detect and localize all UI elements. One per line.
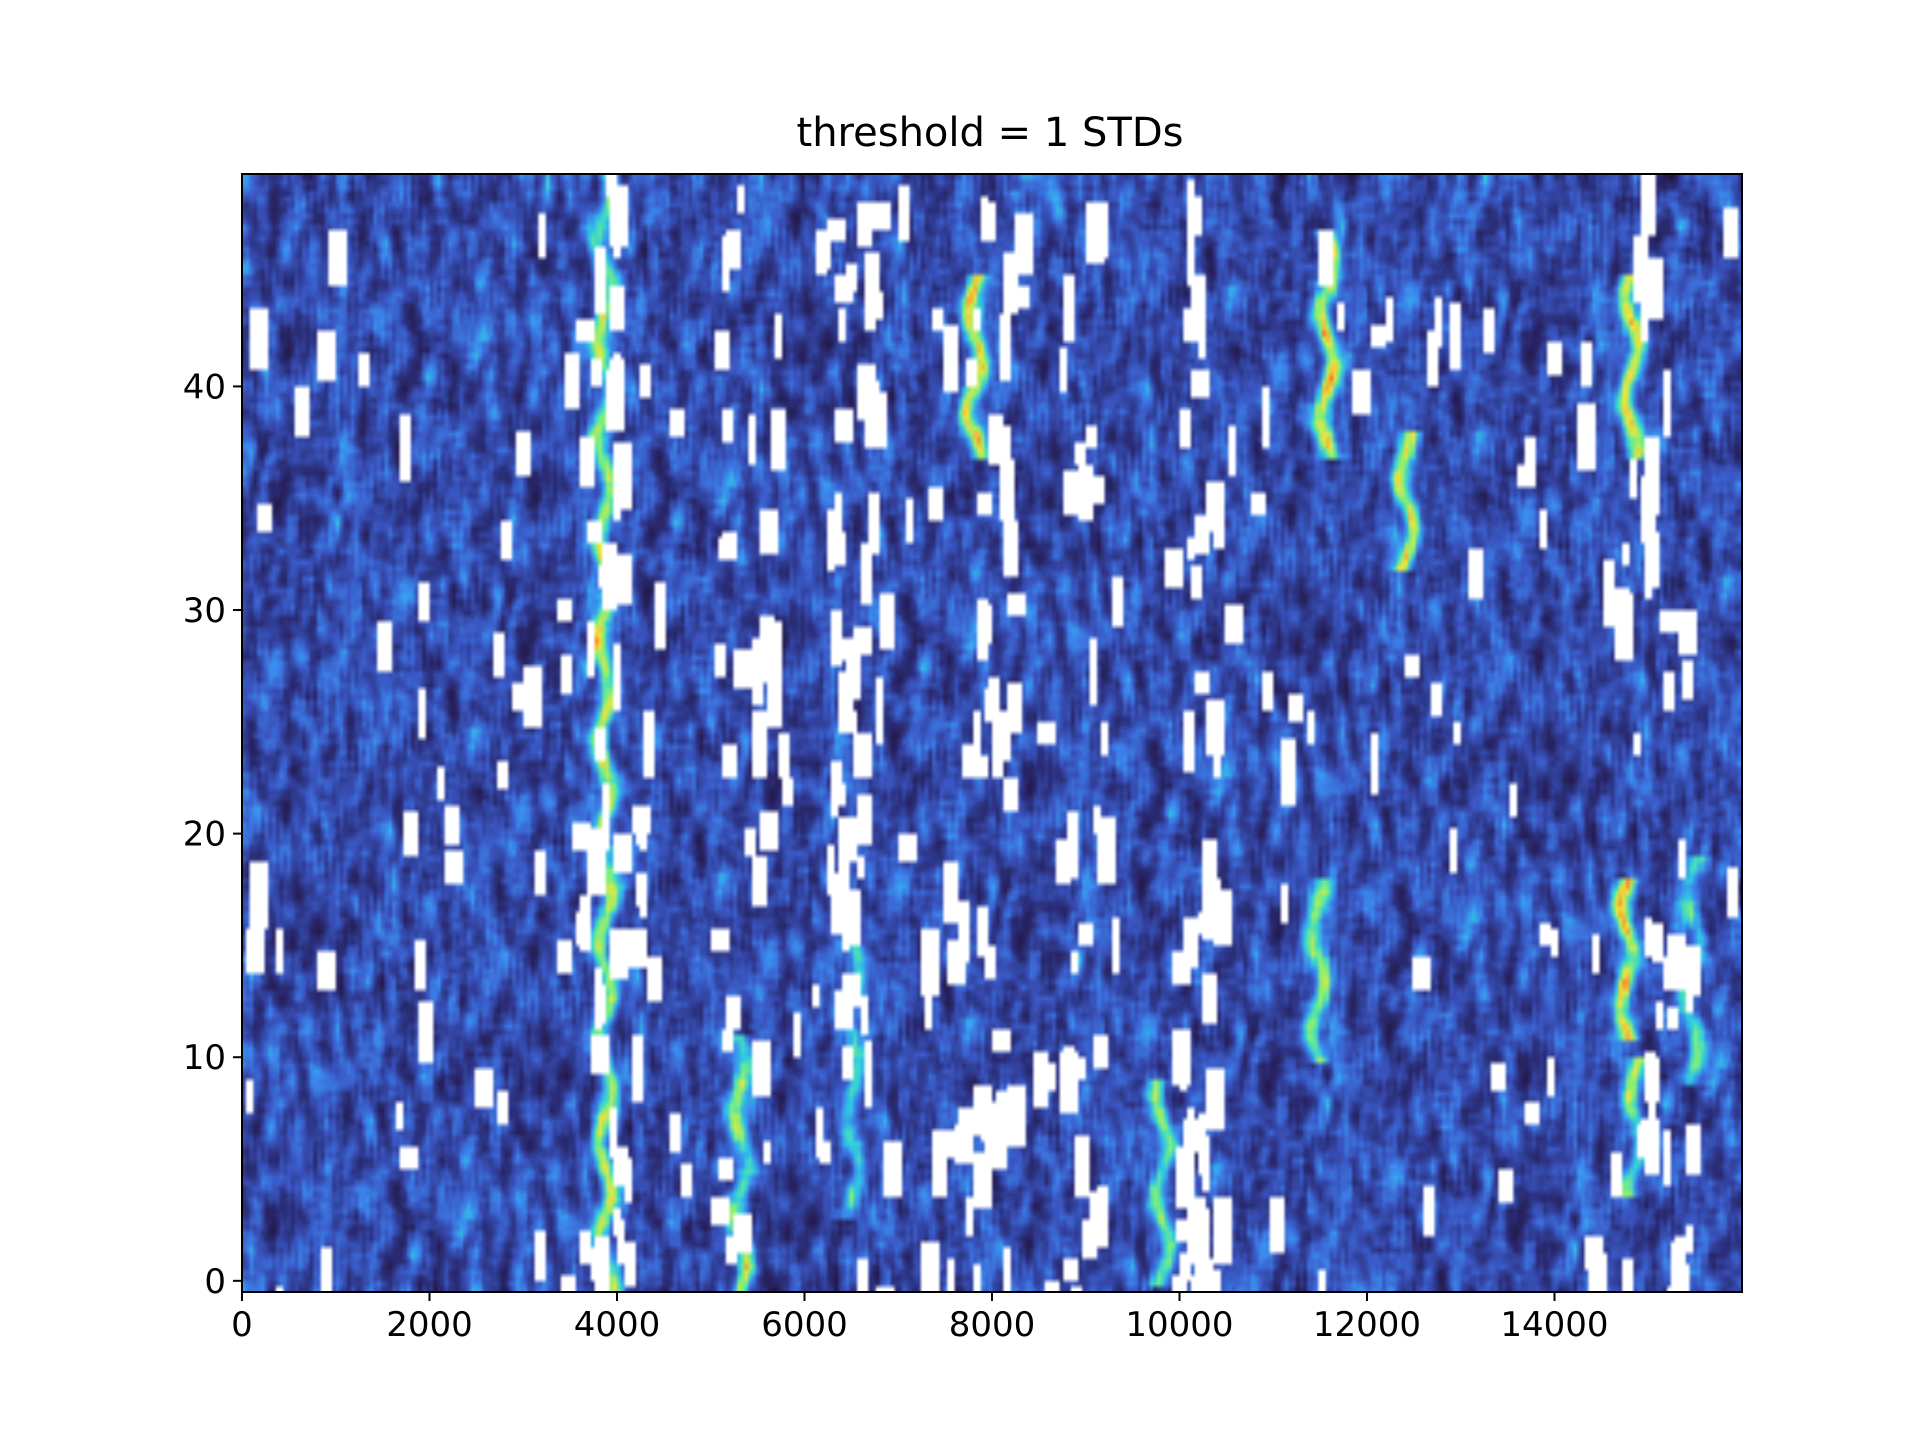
y-tick-label: 0 <box>204 1262 226 1302</box>
heatmap-image <box>242 174 1742 1292</box>
y-axis: 0 10 20 30 40 <box>183 367 242 1302</box>
chart-title: threshold = 1 STDs <box>797 110 1184 156</box>
x-tick-label: 4000 <box>574 1305 661 1345</box>
x-tick-label: 6000 <box>761 1305 848 1345</box>
y-tick-label: 10 <box>183 1038 226 1078</box>
x-axis: 0 2000 4000 6000 8000 10000 12000 14000 <box>231 1292 1609 1345</box>
x-tick-label: 12000 <box>1313 1305 1421 1345</box>
y-tick-label: 40 <box>183 367 226 407</box>
heatmap-plot-area <box>242 174 1742 1292</box>
x-tick-label: 8000 <box>949 1305 1036 1345</box>
x-tick-label: 0 <box>231 1305 253 1345</box>
y-tick-label: 30 <box>183 591 226 631</box>
x-tick-label: 14000 <box>1500 1305 1608 1345</box>
x-tick-label: 10000 <box>1125 1305 1233 1345</box>
y-tick-label: 20 <box>183 815 226 855</box>
x-tick-label: 2000 <box>386 1305 473 1345</box>
